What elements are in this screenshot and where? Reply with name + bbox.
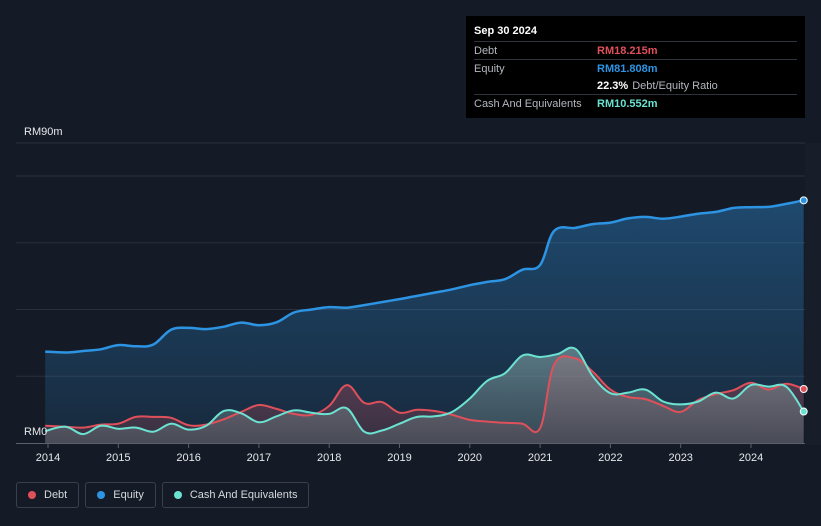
tooltip-equity-label: Equity (474, 62, 505, 75)
x-tick-label: 2021 (528, 452, 552, 464)
legend-cash-label: Cash And Equivalents (189, 489, 298, 501)
legend-equity-label: Equity (113, 489, 144, 501)
debt-end-marker (799, 385, 808, 394)
tooltip-equity-value: RM81.808m (597, 62, 658, 75)
x-tick-label: 2018 (317, 452, 341, 464)
cash-area (45, 347, 804, 443)
legend-debt[interactable]: Debt (16, 482, 80, 508)
tooltip-date: Sep 30 2024 (474, 25, 537, 37)
tooltip-equity-row: Equity RM81.808m (474, 59, 797, 77)
equity-line (45, 199, 804, 354)
legend-debt-label: Debt (44, 489, 68, 501)
x-tick-label: 2020 (458, 452, 482, 464)
tooltip-ratio-value: 22.3% (597, 79, 629, 92)
tooltip-debt-label: Debt (474, 44, 498, 57)
tooltip-cash-value: RM10.552m (597, 97, 658, 110)
x-tick-label: 2016 (176, 452, 200, 464)
x-tick-label: 2015 (106, 452, 130, 464)
x-tick-label: 2024 (739, 452, 763, 464)
tooltip-cash-row: Cash And Equivalents RM10.552m (474, 94, 797, 112)
y-axis-min-label: RM0 (24, 426, 47, 438)
equity-dot-icon (97, 491, 106, 499)
future-region (805, 143, 821, 445)
equity-area (45, 200, 804, 443)
legend-cash[interactable]: Cash And Equivalents (161, 482, 310, 508)
x-tick-label: 2022 (598, 452, 622, 464)
x-tick-label: 2017 (247, 452, 271, 464)
tooltip-panel: Sep 30 2024 Debt RM18.215m Equity RM81.8… (466, 16, 805, 118)
x-tick-label: 2023 (668, 452, 692, 464)
legend-equity[interactable]: Equity (85, 482, 156, 508)
cash-line (44, 346, 805, 436)
end-markers (799, 196, 808, 416)
tooltip-ratio-label: Debt/Equity Ratio (632, 79, 718, 92)
tooltip-debt-row: Debt RM18.215m (474, 41, 797, 59)
legend: Debt Equity Cash And Equivalents (16, 482, 310, 508)
tooltip-cash-label: Cash And Equivalents (474, 97, 582, 110)
x-tick-label: 2019 (387, 452, 411, 464)
equity-end-marker (799, 196, 808, 205)
cash-dot-icon (173, 491, 182, 499)
cash-end-marker (799, 407, 808, 416)
debt-line (45, 355, 805, 434)
x-tick-label: 2014 (36, 452, 60, 464)
x-axis-ticks: 2014 2015 2016 2017 2018 2019 2020 2021 2022 2023… (36, 443, 763, 464)
tooltip-ratio-row: 22.3% Debt/Equity Ratio (474, 77, 797, 94)
y-axis-max-label: RM90m (24, 126, 63, 138)
tooltip-debt-value: RM18.215m (597, 44, 658, 57)
debt-dot-icon (28, 491, 36, 499)
